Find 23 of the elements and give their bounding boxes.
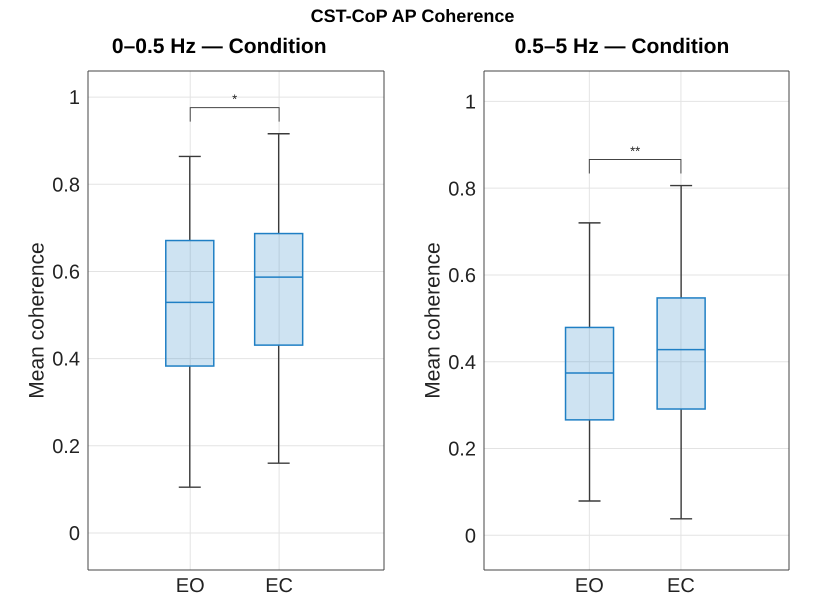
y-tick-label: 0.4 — [448, 352, 476, 374]
y-tick-label: 1 — [464, 91, 476, 114]
annotation: * — [232, 92, 238, 107]
x-tick-label: EO — [176, 575, 205, 598]
y-axis-title: Mean coherence — [26, 242, 49, 399]
chart-title: 0.5–5 Hz — Condition — [514, 34, 730, 60]
y-axis-title: Mean coherence — [422, 242, 445, 399]
x-tick-label: EC — [265, 575, 294, 598]
x-tick-label: EC — [667, 575, 695, 598]
y-tick-label: 0.6 — [448, 265, 476, 288]
y-tick-label: 0.2 — [448, 438, 476, 461]
y-tick-label: 0.6 — [52, 262, 80, 284]
annotation: ** — [630, 144, 640, 159]
y-tick-label: 0 — [68, 523, 80, 546]
y-tick-label: 0.8 — [448, 178, 476, 200]
chart-title: 0–0.5 Hz — Condition — [110, 34, 328, 60]
text: CST-CoP AP Coherence — [310, 5, 516, 28]
y-tick-label: 0 — [464, 525, 476, 548]
y-tick-label: 0.2 — [52, 436, 80, 458]
y-tick-label: 0.8 — [52, 174, 80, 196]
x-tick-label: EO — [574, 575, 604, 598]
y-tick-label: 1 — [68, 87, 80, 110]
y-tick-label: 0.4 — [52, 348, 80, 371]
